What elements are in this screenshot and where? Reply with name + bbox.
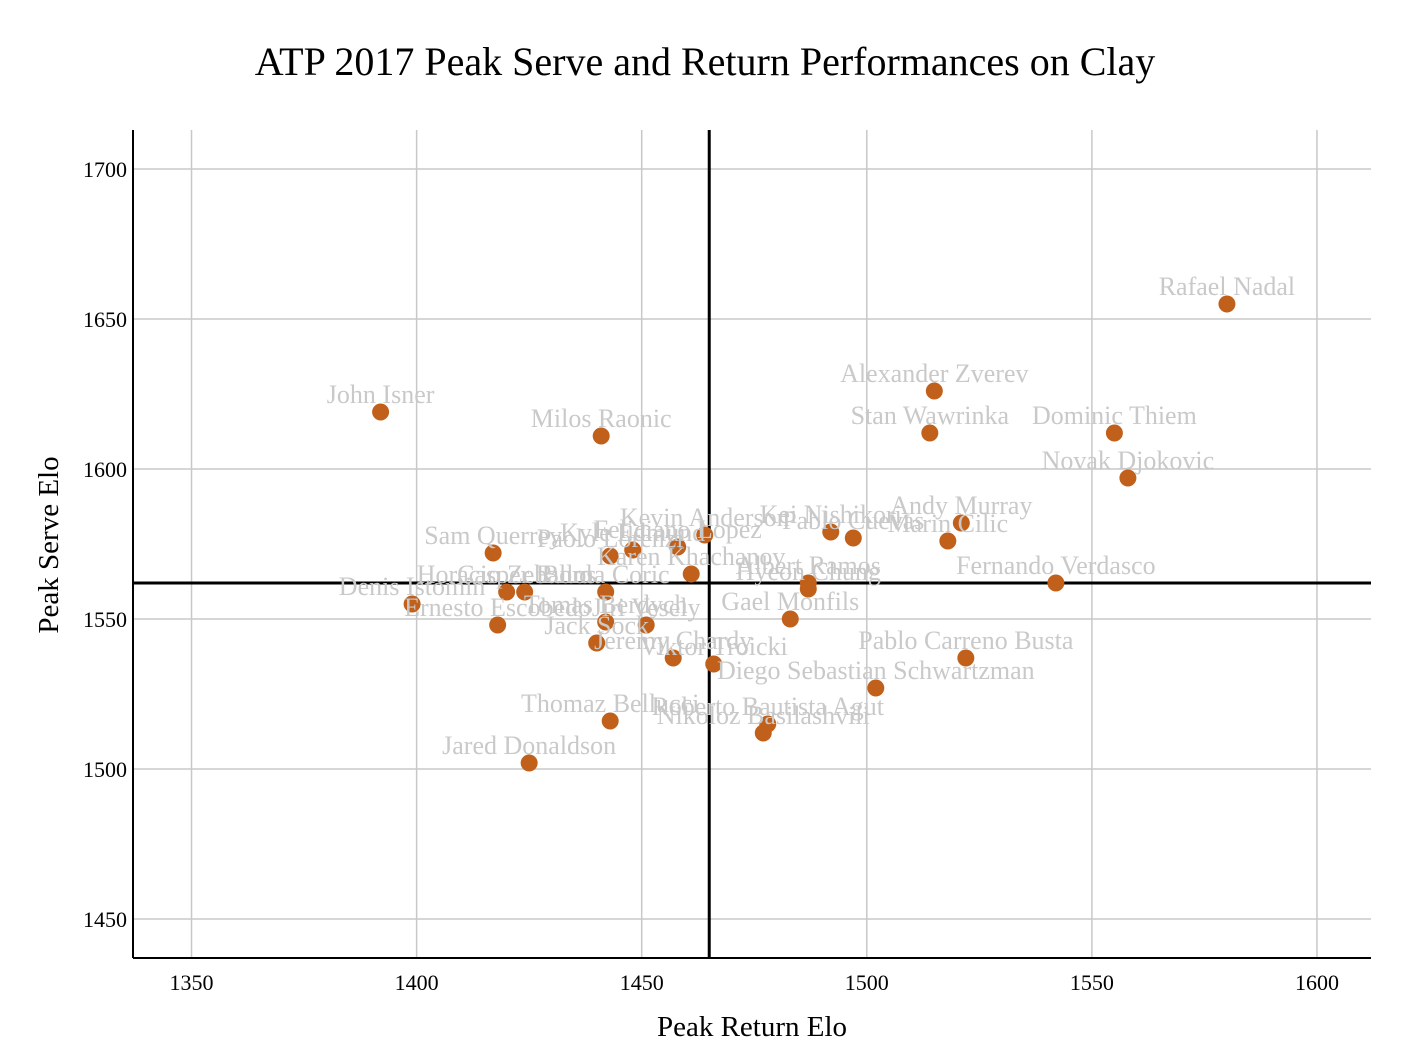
data-point bbox=[592, 427, 610, 445]
data-point bbox=[822, 523, 840, 541]
data-point bbox=[925, 382, 943, 400]
y-axis-label: Peak Serve Elo bbox=[33, 456, 65, 633]
point-label: Tomas Berdych bbox=[524, 590, 688, 619]
point-label: Jack Sock bbox=[544, 611, 649, 640]
point-label: Diego Sebastian Schwartzman bbox=[717, 656, 1035, 685]
point-label: Jiri Vesely bbox=[592, 593, 701, 622]
data-point bbox=[682, 565, 700, 583]
y-tick-label: 1700 bbox=[83, 157, 127, 182]
data-point bbox=[520, 754, 538, 772]
point-label: Paolo Lorenzi bbox=[537, 524, 684, 553]
data-point bbox=[705, 655, 723, 673]
point-label: Fernando Verdasco bbox=[956, 551, 1156, 580]
point-label: Ernesto Escobedo bbox=[404, 593, 591, 622]
data-point bbox=[844, 529, 862, 547]
chart-title: ATP 2017 Peak Serve and Return Performan… bbox=[254, 39, 1156, 84]
point-label: Feliciano Lopez bbox=[594, 515, 762, 544]
data-point bbox=[939, 532, 957, 550]
x-tick-label: 1550 bbox=[1070, 970, 1114, 995]
data-point bbox=[921, 424, 939, 442]
x-tick-label: 1400 bbox=[395, 970, 439, 995]
axes bbox=[132, 130, 1371, 959]
data-point bbox=[597, 613, 615, 631]
point-label: Denis Istomin bbox=[339, 572, 486, 601]
point-label: Stan Wawrinka bbox=[851, 401, 1010, 430]
y-tick-label: 1500 bbox=[83, 757, 127, 782]
reference-lines bbox=[133, 130, 1371, 958]
point-label: Jeremy Chardy bbox=[594, 626, 752, 655]
x-tick-label: 1600 bbox=[1295, 970, 1339, 995]
data-point bbox=[957, 649, 975, 667]
data-point bbox=[372, 403, 390, 421]
data-point bbox=[516, 583, 534, 601]
point-label: Viktor Troicki bbox=[640, 632, 788, 661]
data-point bbox=[498, 583, 516, 601]
data-point bbox=[588, 634, 606, 652]
data-point bbox=[754, 724, 772, 742]
data-point bbox=[597, 583, 615, 601]
point-label: Karen Khachanov bbox=[597, 542, 785, 571]
point-label: Kei Nishikori bbox=[760, 500, 902, 529]
point-label: Casper Ruud bbox=[457, 560, 592, 589]
point-label: Dominic Thiem bbox=[1032, 401, 1197, 430]
x-tick-label: 1350 bbox=[170, 970, 214, 995]
point-label: Andy Murray bbox=[890, 491, 1032, 520]
data-point bbox=[669, 538, 687, 556]
point-label: Novak Djokovic bbox=[1042, 446, 1215, 475]
data-point bbox=[799, 580, 817, 598]
data-point bbox=[696, 526, 714, 544]
y-tick-label: 1600 bbox=[83, 457, 127, 482]
data-point bbox=[489, 616, 507, 634]
data-point bbox=[601, 712, 619, 730]
point-label: Hyeon Chung bbox=[736, 557, 881, 586]
point-label: Albert Ramos bbox=[736, 551, 881, 580]
point-label: Borna Coric bbox=[542, 560, 670, 589]
data-point bbox=[637, 616, 655, 634]
data-point bbox=[1047, 574, 1065, 592]
data-point bbox=[1105, 424, 1123, 442]
point-label: Thomaz Bellucci bbox=[521, 689, 699, 718]
data-point bbox=[952, 514, 970, 532]
point-label: Kyle Edmund bbox=[560, 518, 705, 547]
point-label: Sam Querrey bbox=[424, 521, 562, 550]
x-tick-label: 1500 bbox=[845, 970, 889, 995]
data-point bbox=[1119, 469, 1137, 487]
data-point bbox=[403, 595, 421, 613]
tick-labels: 1350 1400 1450 1500 1550 1600 1450 1500 1550 1600… bbox=[83, 157, 1339, 995]
point-label: Rafael Nadal bbox=[1159, 272, 1295, 301]
data-point bbox=[867, 679, 885, 697]
x-tick-label: 1450 bbox=[620, 970, 664, 995]
point-label: Nikoloz Basilashvili bbox=[657, 701, 870, 730]
data-point bbox=[781, 610, 799, 628]
point-label: Milos Raonic bbox=[531, 404, 672, 433]
point-label: Pablo Cuevas bbox=[782, 506, 924, 535]
y-tick-label: 1550 bbox=[83, 607, 127, 632]
point-label: Alexander Zverev bbox=[840, 359, 1028, 388]
data-point bbox=[664, 649, 682, 667]
point-label: John Isner bbox=[327, 380, 435, 409]
point-label: Jared Donaldson bbox=[442, 731, 616, 760]
data-point bbox=[601, 547, 619, 565]
point-label: Roberto Bautista Agut bbox=[651, 692, 884, 721]
point-label: Kevin Anderson bbox=[620, 503, 790, 532]
grid bbox=[133, 130, 1371, 958]
y-tick-label: 1450 bbox=[83, 907, 127, 932]
x-axis-label: Peak Return Elo bbox=[657, 1011, 847, 1043]
data-point bbox=[624, 541, 642, 559]
y-tick-label: 1650 bbox=[83, 307, 127, 332]
data-point bbox=[1218, 295, 1236, 313]
point-label: Horacio Zeballos bbox=[417, 560, 597, 589]
point-label: Gael Monfils bbox=[721, 587, 859, 616]
data-point bbox=[484, 544, 502, 562]
point-label: Marin Cilic bbox=[888, 509, 1009, 538]
data-points bbox=[372, 295, 1236, 772]
point-labels: Rafael Nadal Alexander Zverev Stan Wawrink… bbox=[327, 272, 1295, 760]
point-label: Pablo Carreno Busta bbox=[858, 626, 1074, 655]
